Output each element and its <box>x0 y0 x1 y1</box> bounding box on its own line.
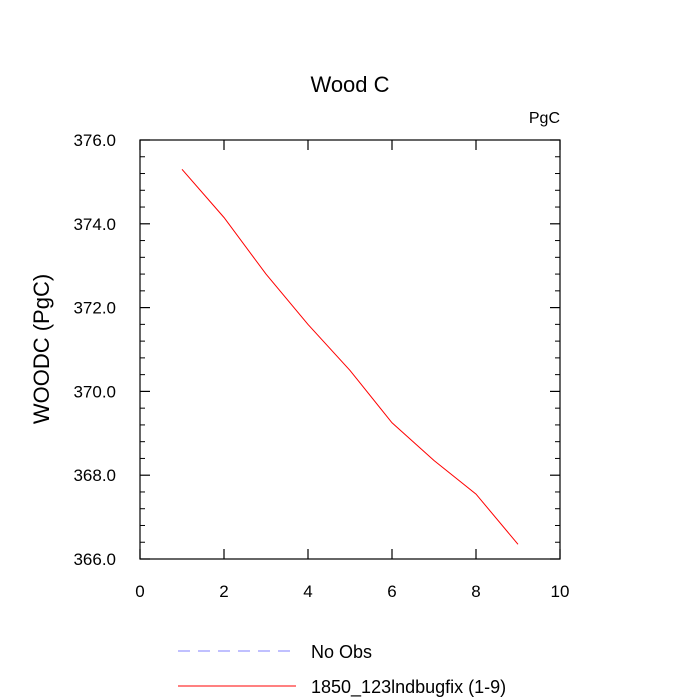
y-tick-labels: 366.0 368.0 370.0 372.0 374.0 376.0 <box>73 131 116 569</box>
legend-label-1850-123lndbugfix: 1850_123lndbugfix (1-9) <box>311 677 506 698</box>
x-tick-label: 0 <box>135 582 144 601</box>
series-line-1850-123lndbugfix <box>181 168 519 545</box>
y-axis-label: WOODC (PgC) <box>29 274 54 424</box>
x-tick-label: 8 <box>471 582 480 601</box>
series-layer <box>181 168 519 545</box>
legend: No Obs 1850_123lndbugfix (1-9) <box>178 642 506 698</box>
axis-ticks <box>139 139 561 560</box>
y-tick-label: 366.0 <box>73 550 116 569</box>
x-tick-label: 6 <box>387 582 396 601</box>
x-tick-label: 2 <box>219 582 228 601</box>
units-label: PgC <box>529 110 560 127</box>
plot-frame <box>139 139 561 560</box>
y-tick-label: 368.0 <box>73 466 116 485</box>
x-tick-label: 10 <box>551 582 570 601</box>
y-tick-label: 372.0 <box>73 299 116 318</box>
legend-label-no-obs: No Obs <box>311 642 372 662</box>
chart-title: Wood C <box>310 72 389 97</box>
x-tick-label: 4 <box>303 582 312 601</box>
y-tick-label: 370.0 <box>73 382 116 401</box>
y-tick-label: 376.0 <box>73 131 116 150</box>
y-tick-label: 374.0 <box>73 215 116 234</box>
x-tick-labels: 0 2 4 6 8 10 <box>135 582 569 601</box>
